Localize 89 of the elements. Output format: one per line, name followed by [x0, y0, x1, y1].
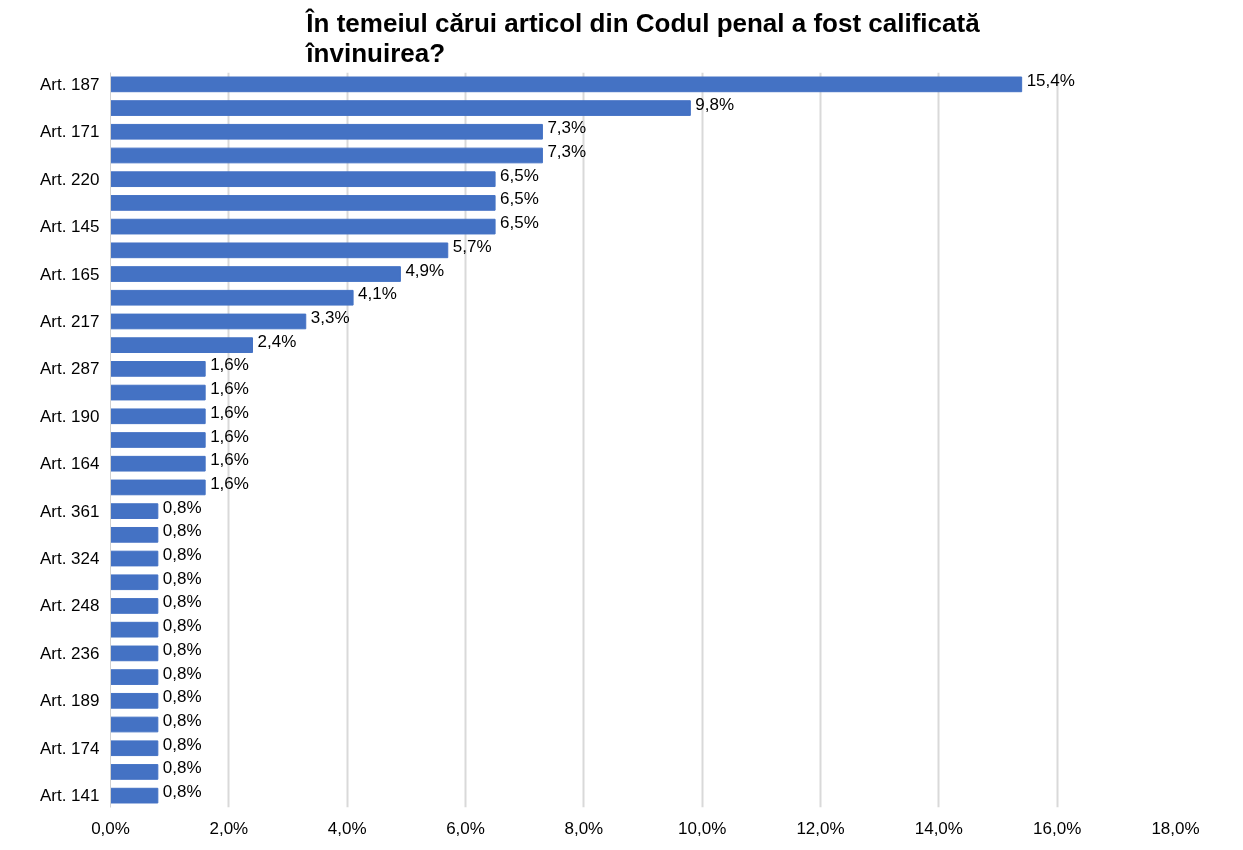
x-tick-label: 8,0% — [564, 818, 604, 838]
bar — [110, 242, 449, 259]
x-tick-label: 16,0% — [1033, 818, 1082, 838]
bar — [110, 598, 159, 614]
x-tick-label: 4,0% — [327, 818, 367, 838]
y-tick-label: Art. 217 — [39, 311, 100, 331]
y-tick-label: Art. 324 — [39, 549, 100, 569]
bar — [110, 550, 159, 567]
bar — [110, 526, 159, 543]
data-label: 0,8% — [162, 711, 202, 731]
y-tick-label: Art. 141 — [39, 786, 100, 806]
bar — [110, 692, 159, 709]
data-label: 1,6% — [210, 473, 249, 493]
data-label: 0,8% — [162, 734, 202, 754]
y-tick-label: Art. 361 — [39, 501, 100, 521]
bar — [110, 313, 307, 330]
y-tick-label: Art. 145 — [39, 217, 100, 237]
data-label: 0,8% — [162, 497, 202, 517]
bar — [110, 361, 206, 377]
y-tick-label: Art. 248 — [39, 596, 100, 616]
bar — [110, 408, 206, 425]
bar — [110, 337, 253, 354]
bar — [110, 266, 401, 282]
bar — [110, 76, 1023, 93]
x-tick-label: 6,0% — [446, 818, 485, 838]
data-label: 4,9% — [405, 260, 445, 280]
bar — [110, 195, 496, 211]
data-label: 9,8% — [695, 94, 735, 114]
data-label: 1,6% — [210, 426, 249, 446]
data-label: 5,7% — [452, 236, 492, 256]
bar — [110, 503, 159, 519]
x-tick-label: 12,0% — [796, 818, 845, 838]
x-tick-label: 18,0% — [1151, 818, 1200, 838]
data-label: 1,6% — [210, 402, 249, 422]
bar — [110, 716, 159, 733]
y-tick-label: Art. 220 — [39, 169, 100, 189]
data-label: 0,8% — [162, 545, 202, 565]
data-label: 0,8% — [162, 687, 202, 707]
data-label: 3,3% — [310, 307, 350, 327]
data-label: 4,1% — [358, 284, 397, 304]
y-tick-label: Art. 236 — [39, 643, 100, 663]
data-label: 6,5% — [500, 189, 539, 209]
bar — [110, 669, 159, 685]
x-tick-label: 2,0% — [209, 818, 249, 838]
data-label: 1,6% — [210, 355, 249, 375]
data-label: 0,8% — [162, 639, 202, 659]
bar — [110, 787, 159, 804]
data-label: 1,6% — [210, 450, 249, 470]
y-tick-label: Art. 189 — [39, 691, 100, 711]
bar — [110, 289, 354, 306]
y-tick-label: Art. 287 — [39, 359, 100, 379]
y-tick-label: Art. 174 — [39, 738, 100, 758]
bar — [110, 645, 159, 662]
bar — [110, 455, 206, 472]
data-label: 7,3% — [547, 141, 587, 161]
bar — [110, 100, 691, 116]
bar — [110, 218, 496, 235]
y-tick-label: Art. 171 — [39, 122, 100, 142]
bar — [110, 147, 543, 164]
bar — [110, 171, 496, 188]
x-tick-label: 10,0% — [678, 818, 727, 838]
data-label: 15,4% — [1026, 70, 1075, 90]
bar — [110, 764, 159, 780]
y-tick-label: Art. 164 — [39, 454, 100, 474]
data-label: 0,8% — [162, 568, 202, 588]
data-label: 0,8% — [162, 782, 202, 802]
bar — [110, 740, 159, 757]
data-label: 6,5% — [500, 165, 539, 185]
data-label: 0,8% — [162, 663, 202, 683]
bar — [110, 574, 159, 591]
bar — [110, 384, 206, 401]
y-tick-label: Art. 187 — [39, 74, 100, 94]
data-label: 7,3% — [547, 118, 587, 138]
x-tick-label: 0,0% — [91, 818, 130, 838]
data-label: 0,8% — [162, 521, 202, 541]
y-tick-label: Art. 190 — [39, 406, 100, 426]
data-label: 1,6% — [210, 379, 249, 399]
bar — [110, 123, 543, 140]
x-tick-label: 14,0% — [914, 818, 963, 838]
data-label: 2,4% — [257, 331, 297, 351]
data-label: 0,8% — [162, 616, 202, 636]
data-label: 0,8% — [162, 592, 202, 612]
bar — [110, 432, 206, 448]
data-label: 6,5% — [500, 213, 539, 233]
y-tick-label: Art. 165 — [39, 264, 100, 284]
bar — [110, 479, 206, 496]
chart-title: În temeiul cărui articol din Codul penal a fost calificată învinuirea? — [304, 7, 981, 68]
bar — [110, 621, 159, 638]
data-label: 0,8% — [162, 758, 202, 778]
